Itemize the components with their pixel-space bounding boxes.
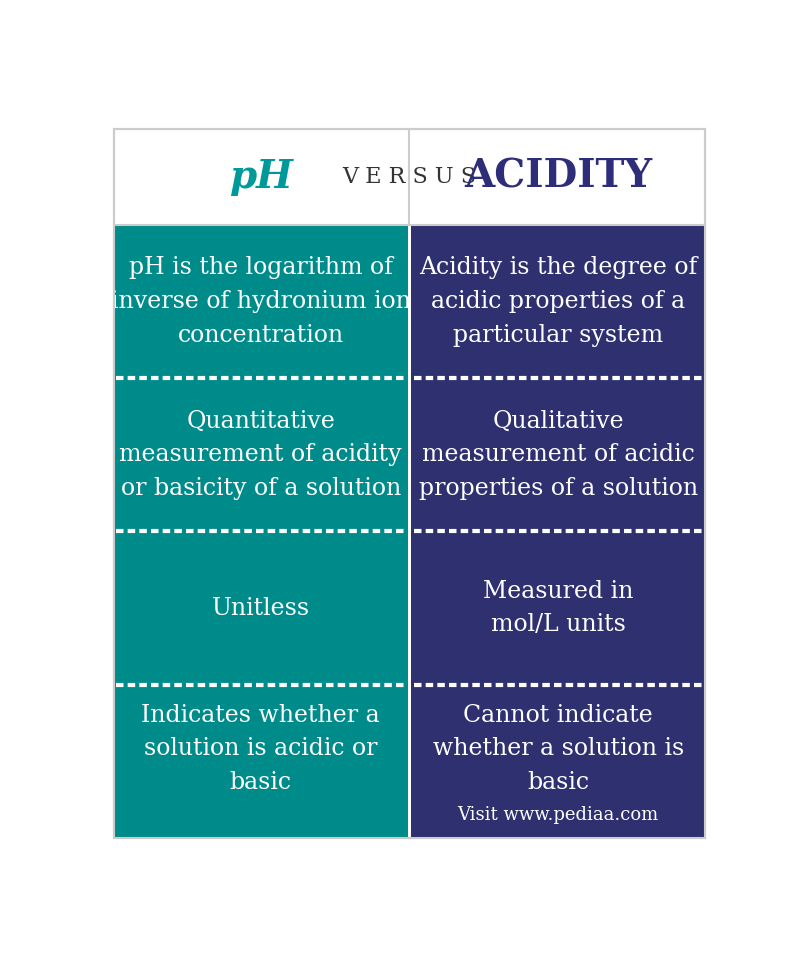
FancyBboxPatch shape [113, 128, 706, 838]
FancyBboxPatch shape [411, 531, 706, 684]
Text: Visit www.pediaa.com: Visit www.pediaa.com [458, 806, 659, 824]
FancyBboxPatch shape [113, 378, 407, 531]
FancyBboxPatch shape [411, 225, 706, 378]
FancyBboxPatch shape [113, 531, 407, 684]
Text: Cannot indicate
whether a solution is
basic: Cannot indicate whether a solution is ba… [433, 703, 684, 794]
Text: Quantitative
measurement of acidity
or basicity of a solution: Quantitative measurement of acidity or b… [119, 410, 402, 501]
FancyBboxPatch shape [113, 225, 407, 378]
FancyBboxPatch shape [411, 684, 706, 838]
FancyBboxPatch shape [113, 684, 407, 838]
Text: pH is the logarithm of
inverse of hydronium ion
concentration: pH is the logarithm of inverse of hydron… [111, 256, 411, 346]
Text: Measured in
mol/L units: Measured in mol/L units [483, 580, 634, 636]
Text: Unitless: Unitless [212, 596, 310, 619]
Text: V E R S U S: V E R S U S [343, 166, 476, 188]
Text: Indicates whether a
solution is acidic or
basic: Indicates whether a solution is acidic o… [141, 703, 380, 794]
Text: pH: pH [229, 158, 292, 196]
FancyBboxPatch shape [411, 378, 706, 531]
Text: ACIDITY: ACIDITY [464, 158, 652, 196]
Text: Qualitative
measurement of acidic
properties of a solution: Qualitative measurement of acidic proper… [419, 410, 698, 501]
Text: Acidity is the degree of
acidic properties of a
particular system: Acidity is the degree of acidic properti… [419, 256, 698, 346]
